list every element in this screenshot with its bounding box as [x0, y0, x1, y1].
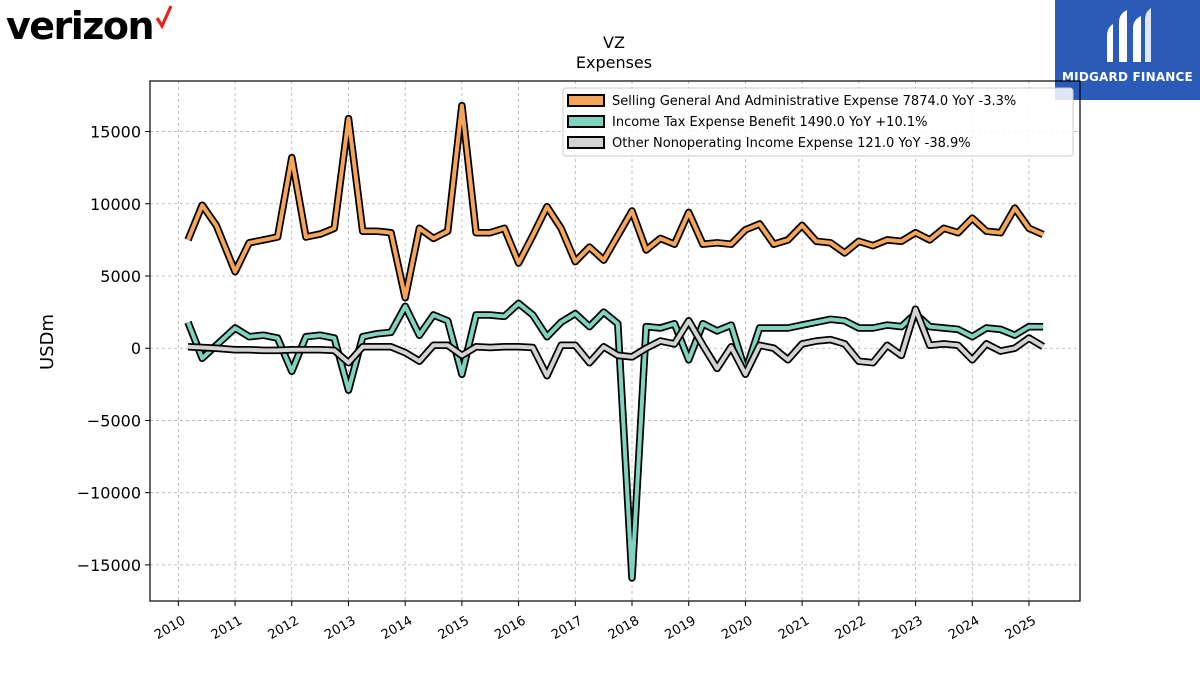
legend-entry: Income Tax Expense Benefit 1490.0 YoY +1…	[612, 115, 927, 130]
y-tick-label: −5000	[87, 411, 141, 430]
y-tick-label: 15000	[90, 123, 141, 142]
x-tick-label: 2011	[209, 613, 245, 643]
legend-entry: Selling General And Administrative Expen…	[612, 94, 1016, 109]
legend-box	[562, 87, 1074, 157]
midgard-emblem-icon	[1107, 8, 1151, 62]
x-tick-label: 2015	[436, 613, 472, 643]
x-tick-label: 2018	[606, 613, 642, 643]
series-line	[186, 301, 1044, 580]
series-line	[186, 103, 1044, 300]
x-tick-label: 2022	[833, 613, 869, 643]
verizon-logo: verizon	[6, 4, 173, 48]
x-tick-label: 2012	[266, 613, 302, 643]
legend-swatch	[567, 115, 605, 128]
y-tick-label: 5000	[100, 267, 141, 286]
series-line	[187, 307, 1045, 378]
y-tick-label: 0	[131, 339, 141, 358]
x-tick-label: 2023	[889, 613, 925, 643]
x-tick-label: 2019	[663, 613, 699, 643]
y-axis-label: USDm	[37, 314, 58, 370]
x-tick-label: 2021	[776, 613, 812, 643]
chart-subtitle: Expenses	[576, 53, 652, 72]
x-tick-label: 2010	[152, 613, 188, 643]
legend-entry: Other Nonoperating Income Expense 121.0 …	[612, 136, 971, 151]
series-2	[184, 299, 1044, 582]
series-lines	[184, 101, 1046, 582]
midgard-logo-text: MIDGARD FINANCE	[1062, 70, 1193, 84]
series-3	[187, 305, 1046, 380]
legend-swatch	[567, 136, 605, 149]
x-tick-label: 2013	[322, 613, 358, 643]
y-tick-label: 10000	[90, 195, 141, 214]
x-tick-label: 2014	[379, 613, 415, 643]
legend-swatch	[567, 94, 605, 107]
x-tick-label: 2025	[1003, 613, 1039, 643]
chart-title: VZ	[603, 33, 625, 52]
midgard-finance-logo: MIDGARD FINANCE	[1055, 0, 1200, 100]
legend: Selling General And Administrative Expen…	[562, 87, 1074, 157]
series-line-outline	[184, 299, 1044, 582]
y-tick-label: −10000	[77, 484, 141, 503]
plot-area-frame	[149, 80, 1081, 602]
y-tick-label: −15000	[77, 556, 141, 575]
x-tick-label: 2020	[719, 613, 755, 643]
checkmark-icon	[155, 5, 173, 30]
x-tick-label: 2016	[492, 613, 528, 643]
x-tick-label: 2024	[946, 613, 982, 643]
x-tick-label: 2017	[549, 613, 585, 643]
series-1	[184, 101, 1045, 302]
verizon-logo-text: verizon	[6, 4, 155, 48]
